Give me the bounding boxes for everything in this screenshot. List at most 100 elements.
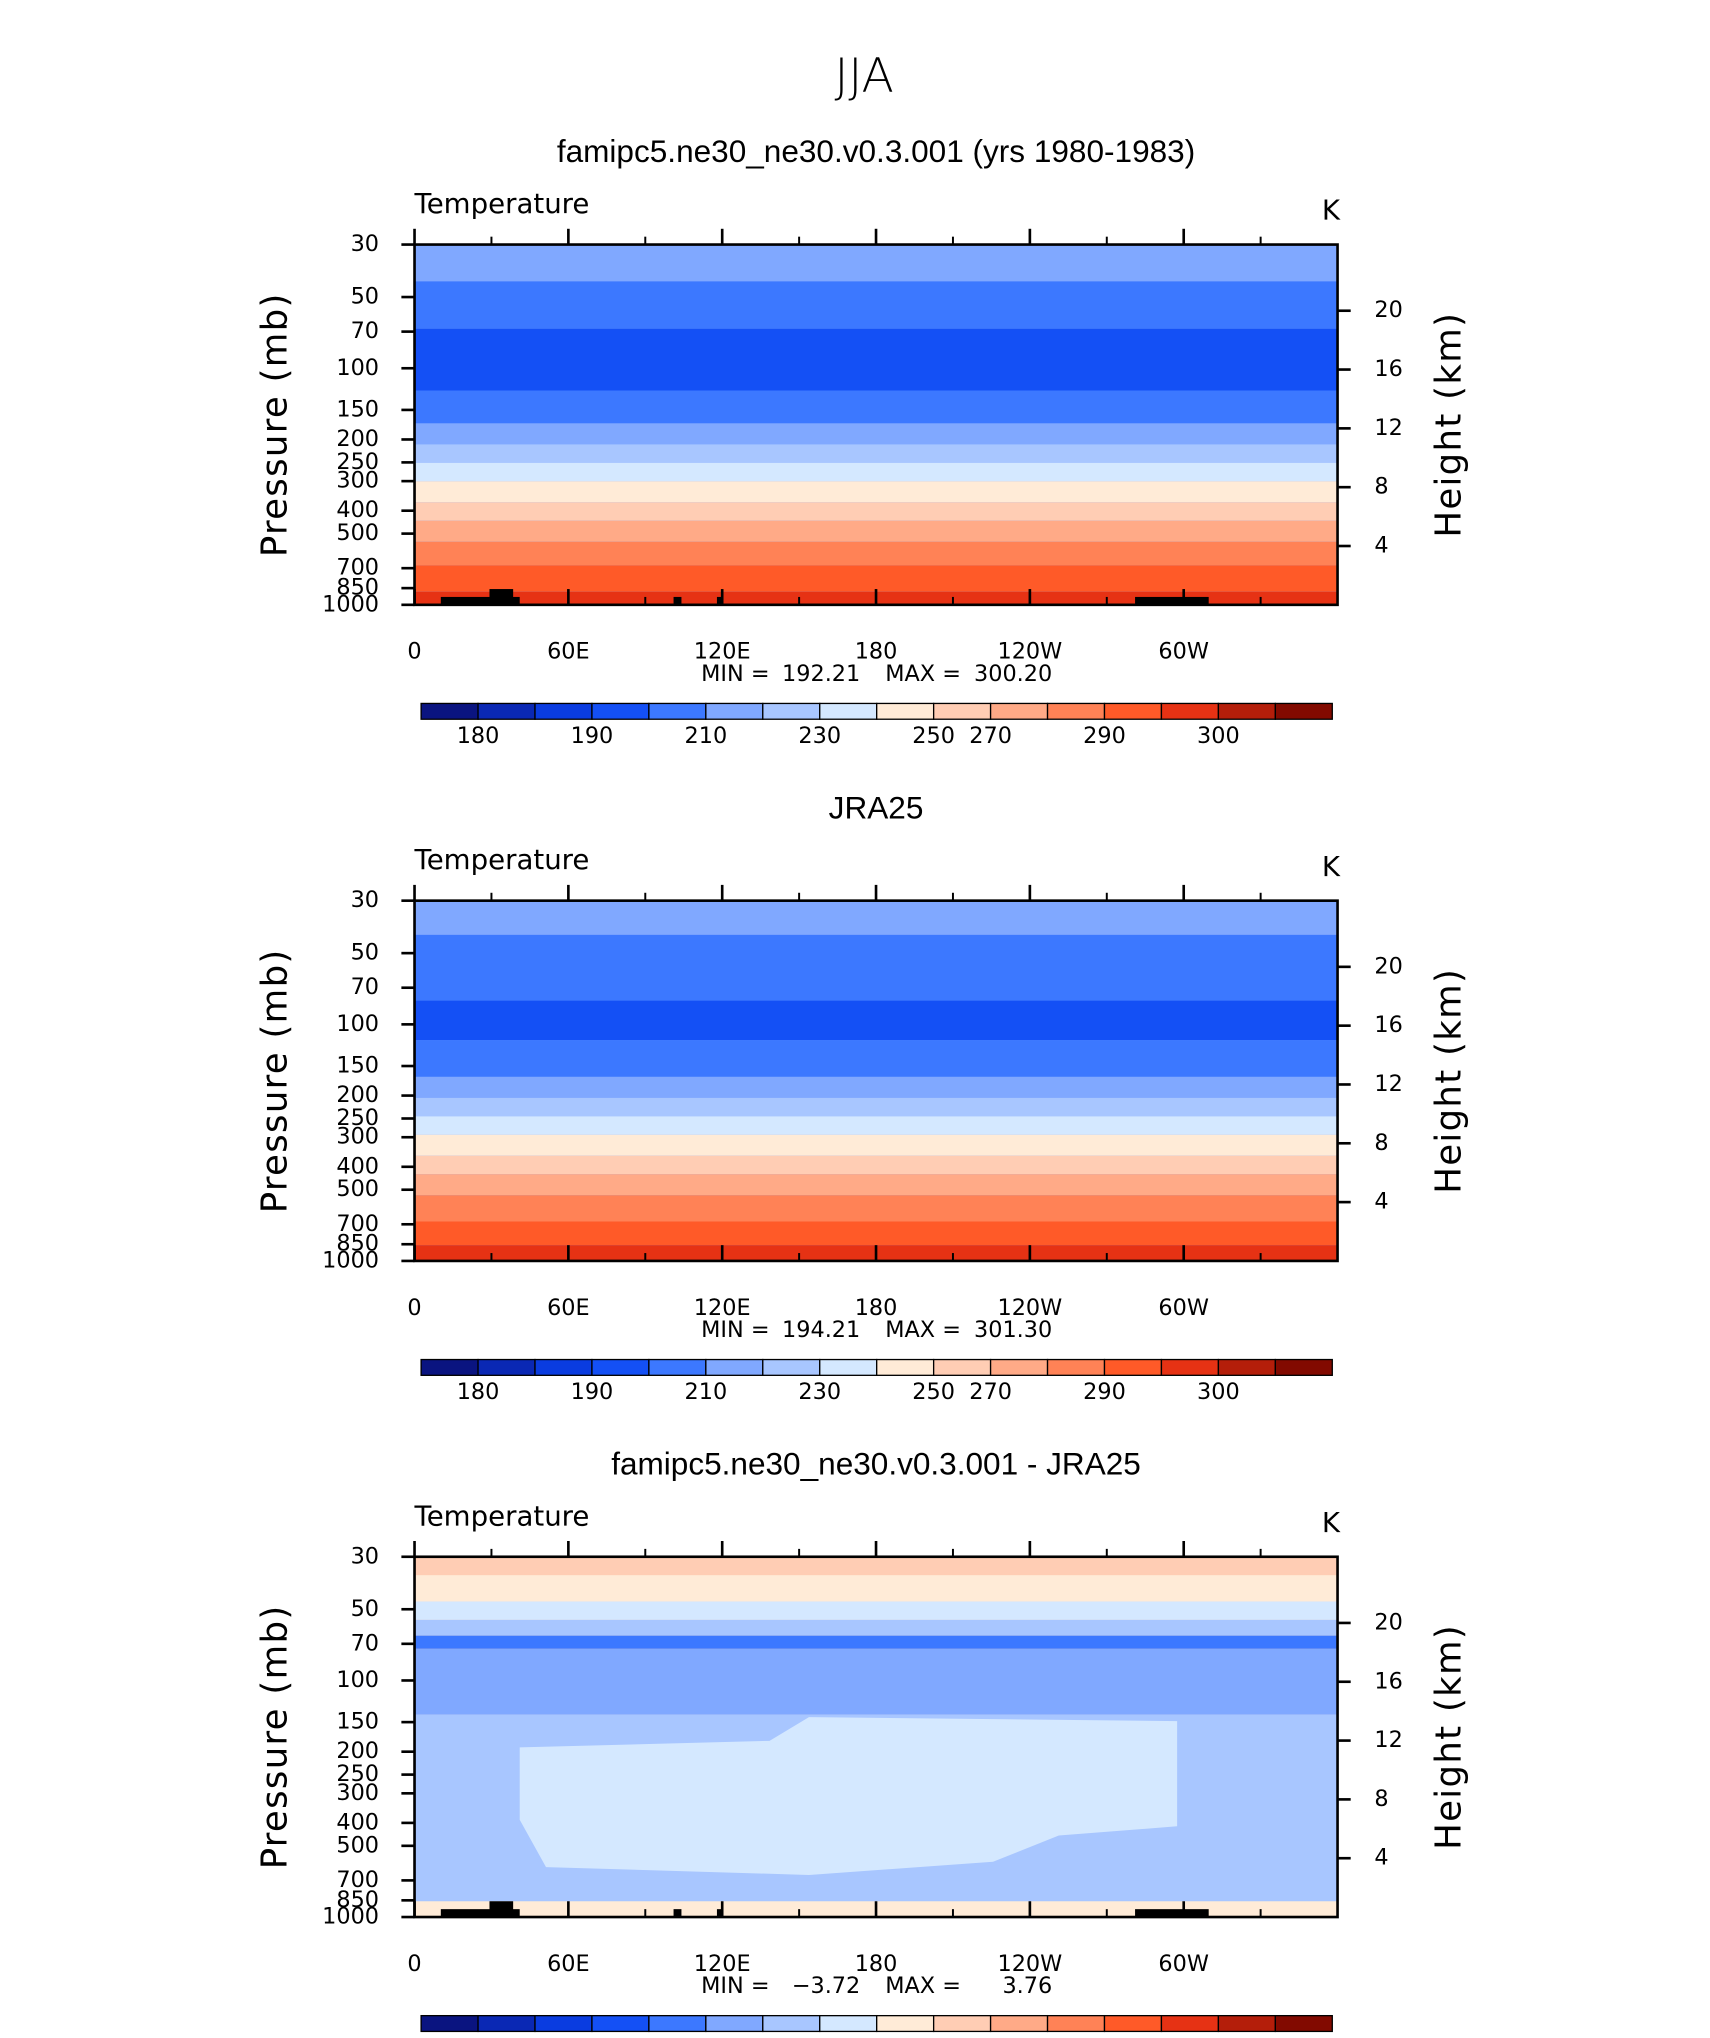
y-tick-label: 850 (336, 1887, 379, 1913)
max-value: 301.30 (974, 1317, 1052, 1343)
x-tick-label: 180 (855, 1951, 898, 1977)
colorbar-label: 270 (969, 1379, 1012, 1405)
contour-region (519, 1717, 1178, 1875)
units-label: K (1322, 1506, 1341, 1539)
x-tick-label: 60W (1158, 1951, 1209, 1977)
colorbar-box (819, 702, 878, 720)
contour-band (414, 1556, 1338, 1576)
contour-band (414, 565, 1338, 592)
y2-tick-label: 12 (1374, 1727, 1402, 1753)
y2-tick-label: 16 (1374, 1668, 1402, 1694)
y2-tick-label: 8 (1374, 474, 1388, 500)
panel-title: famipc5.ne30_ne30.v0.3.001 (yrs 1980-198… (557, 133, 1195, 169)
y2-tick-label: 20 (1374, 1609, 1402, 1635)
y2-tick-label: 4 (1374, 533, 1388, 559)
y-tick-label: 150 (336, 1053, 379, 1079)
y2-tick-label: 12 (1374, 415, 1402, 441)
x-tick-label: 120E (694, 639, 751, 665)
min-label: MIN = (701, 661, 769, 687)
y-axis-label: Pressure (mb) (254, 1605, 295, 1870)
contour-band (414, 1155, 1338, 1175)
colorbar-box (534, 2014, 593, 2033)
colorbar-label: 290 (1083, 723, 1126, 749)
y-tick-label: 50 (351, 1596, 379, 1622)
colorbar-label: 3 (1040, 2035, 1054, 2038)
y-tick-label: 700 (336, 1867, 379, 1893)
colorbar-label: 230 (798, 723, 841, 749)
colorbar-box (591, 1358, 650, 1376)
contour-band (414, 1635, 1338, 1649)
y2-axis-label: Height (km) (1429, 1624, 1470, 1850)
contour-band (414, 481, 1338, 503)
colorbar-box (591, 702, 650, 720)
contour-band (414, 444, 1338, 463)
colorbar-box (989, 702, 1049, 720)
contour-band (414, 541, 1338, 566)
contour-band (414, 1097, 1338, 1117)
colorbar-box (876, 702, 935, 720)
min-value: 194.21 (782, 1317, 860, 1343)
y-tick-label: 700 (336, 555, 379, 581)
y-axis-label: Pressure (mb) (254, 948, 295, 1213)
y-tick-label: 250 (336, 1105, 379, 1131)
colorbar-box (534, 1358, 593, 1376)
x-tick-label: 0 (407, 1295, 421, 1321)
colorbar-label: 5 (1154, 2035, 1168, 2038)
y-tick-label: 400 (336, 1153, 379, 1179)
topography (716, 596, 723, 605)
contour-band (414, 1040, 1338, 1077)
colorbar-box (1103, 2014, 1163, 2033)
topography (1135, 1909, 1209, 1918)
contour-band (414, 462, 1338, 482)
colorbar-box (762, 1358, 821, 1376)
min-label: MIN = (701, 1317, 769, 1343)
colorbar-label: 180 (457, 1379, 500, 1405)
colorbar-label: −1 (803, 2035, 836, 2038)
contour-band (414, 520, 1338, 542)
panel-title: JRA25 (829, 789, 924, 825)
colorbar-label: 300 (1197, 723, 1240, 749)
y-tick-label: 300 (336, 1124, 379, 1150)
figure-title: JJA (834, 49, 893, 104)
colorbar-box (705, 2014, 764, 2033)
y-tick-label: 400 (336, 1809, 379, 1835)
contour-band (414, 900, 1338, 935)
contour-band (414, 1619, 1338, 1636)
y-tick-label: 70 (351, 318, 379, 344)
colorbar-box (648, 2014, 707, 2033)
min-value: 192.21 (782, 661, 860, 687)
x-tick-label: 60E (547, 639, 590, 665)
y-tick-label: 250 (336, 449, 379, 475)
topography (489, 1901, 514, 1918)
colorbar-box (477, 702, 536, 720)
max-value: 300.20 (974, 661, 1052, 687)
colorbar-box (591, 2014, 650, 2033)
x-tick-label: 120E (694, 1951, 751, 1977)
x-tick-label: 120W (997, 1295, 1062, 1321)
colorbar-label: 190 (571, 723, 614, 749)
colorbar-label: 210 (685, 723, 728, 749)
colorbar-box (1103, 1358, 1163, 1376)
colorbar-label: −3 (689, 2035, 722, 2038)
colorbar-label: 290 (1083, 1379, 1126, 1405)
contour-band (414, 1221, 1338, 1246)
y2-tick-label: 4 (1374, 1189, 1388, 1215)
contour-band (414, 934, 1338, 1001)
y-tick-label: 250 (336, 1761, 379, 1787)
colorbar-label: 300 (1197, 1379, 1240, 1405)
y-tick-label: 30 (351, 231, 379, 257)
y-tick-label: 30 (351, 887, 379, 913)
colorbar-box (1217, 702, 1276, 720)
min-value: −3.72 (792, 1973, 860, 1999)
colorbar-box (1217, 2014, 1276, 2033)
contour-band (414, 1116, 1338, 1135)
colorbar-box (420, 2014, 479, 2033)
colorbar-box (477, 2014, 536, 2033)
contour-band (414, 1648, 1338, 1715)
topography (440, 596, 520, 605)
y-tick-label: 30 (351, 1543, 379, 1569)
variable-label: Temperature (414, 1499, 590, 1532)
y-tick-label: 150 (336, 396, 379, 422)
colorbar-label: 0 (870, 2035, 884, 2038)
